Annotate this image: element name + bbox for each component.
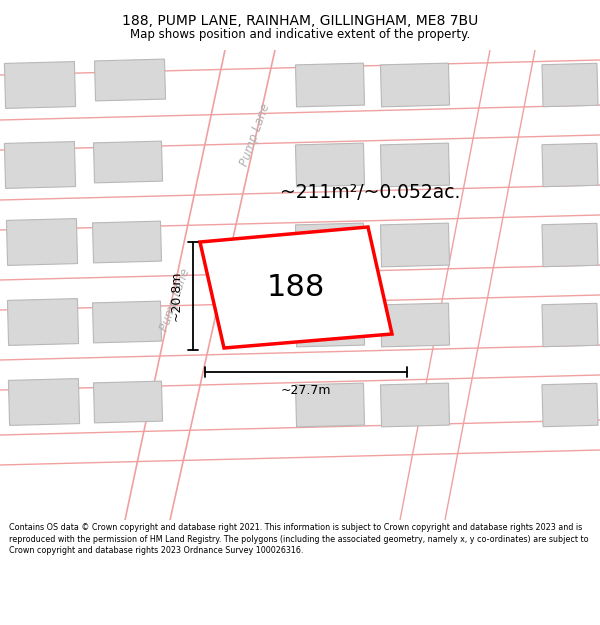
- Polygon shape: [380, 383, 449, 427]
- Text: ~27.7m: ~27.7m: [281, 384, 331, 397]
- Polygon shape: [380, 63, 449, 107]
- Text: ~20.8m: ~20.8m: [170, 271, 183, 321]
- Polygon shape: [7, 299, 79, 346]
- Polygon shape: [92, 221, 161, 263]
- Polygon shape: [542, 223, 598, 267]
- Polygon shape: [380, 223, 449, 267]
- Polygon shape: [295, 383, 365, 427]
- Text: Pump Lane: Pump Lane: [158, 267, 193, 333]
- Text: 188: 188: [267, 273, 325, 302]
- Text: Contains OS data © Crown copyright and database right 2021. This information is : Contains OS data © Crown copyright and d…: [9, 523, 589, 555]
- Text: Pump Lane: Pump Lane: [238, 102, 272, 168]
- Polygon shape: [8, 379, 80, 426]
- Polygon shape: [92, 301, 161, 343]
- Text: Map shows position and indicative extent of the property.: Map shows position and indicative extent…: [130, 28, 470, 41]
- Polygon shape: [380, 143, 449, 187]
- Polygon shape: [380, 303, 449, 347]
- Polygon shape: [295, 143, 365, 187]
- Text: ~211m²/~0.052ac.: ~211m²/~0.052ac.: [280, 182, 460, 201]
- Polygon shape: [4, 62, 76, 108]
- Polygon shape: [94, 381, 163, 423]
- Polygon shape: [542, 303, 598, 347]
- Polygon shape: [542, 383, 598, 427]
- Polygon shape: [94, 59, 166, 101]
- Polygon shape: [295, 63, 365, 107]
- Polygon shape: [94, 141, 163, 183]
- Polygon shape: [542, 143, 598, 187]
- Polygon shape: [542, 63, 598, 107]
- Polygon shape: [200, 227, 392, 348]
- Polygon shape: [7, 219, 77, 266]
- Polygon shape: [295, 303, 365, 347]
- Text: 188, PUMP LANE, RAINHAM, GILLINGHAM, ME8 7BU: 188, PUMP LANE, RAINHAM, GILLINGHAM, ME8…: [122, 14, 478, 28]
- Polygon shape: [295, 223, 365, 267]
- Polygon shape: [4, 142, 76, 188]
